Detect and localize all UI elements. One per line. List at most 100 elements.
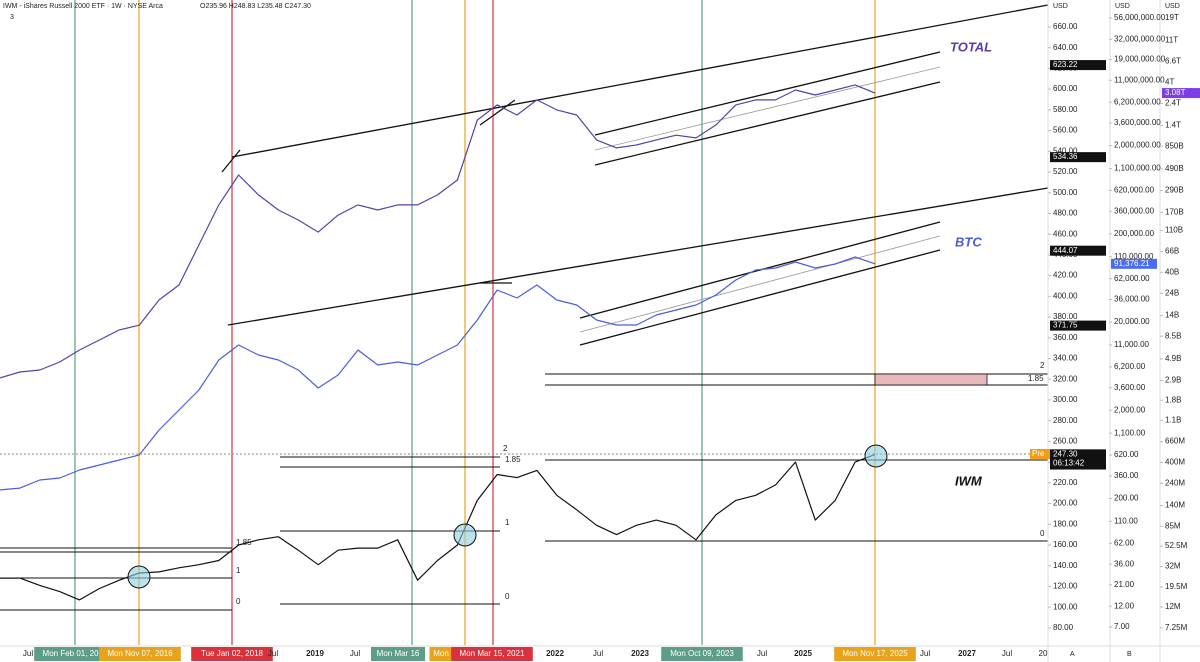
y-tick-label: 11T: [1165, 36, 1178, 45]
axis-currency: USD: [1165, 3, 1180, 10]
fib-label: 1.85: [236, 538, 252, 547]
x-tick-label: Jul: [757, 649, 767, 658]
highlight-circle: [127, 565, 151, 589]
y-tick-label: 400M: [1165, 457, 1185, 466]
highlight-circle: [453, 523, 477, 547]
x-tick-label: Mon Nov 17, 2025: [842, 649, 908, 658]
y-tick-label: 160.00: [1053, 540, 1078, 549]
y-tick-label: 12M: [1165, 602, 1181, 611]
y-tick-label: 850B: [1165, 141, 1184, 150]
y-tick-label: 1,100,000.00: [1114, 164, 1161, 173]
y-tick-label: 640.00: [1053, 43, 1078, 52]
y-tick-label: 19T: [1165, 13, 1179, 22]
y-tick-label: 4.9B: [1165, 354, 1181, 363]
y-tick-label: 36.00: [1114, 559, 1135, 568]
y-tick-label: 620,000.00: [1114, 186, 1155, 195]
y-tick-label: 7.25M: [1165, 623, 1188, 632]
price-tag-label: 91,376.21: [1114, 259, 1150, 268]
y-tick-label: 8.5B: [1165, 331, 1181, 340]
x-tick-label: 2027: [958, 649, 976, 658]
y-tick-label: 2.9B: [1165, 376, 1181, 385]
y-tick-label: 12.00: [1114, 601, 1135, 610]
x-tick-label: Mon Oct 09, 2023: [670, 649, 734, 658]
axis-currency: USD: [1115, 3, 1130, 10]
x-tick-label: Jul: [920, 649, 930, 658]
price-tag: [1050, 320, 1106, 331]
y-tick-label: 36,000.00: [1114, 295, 1150, 304]
date-highlight: [834, 647, 916, 661]
y-tick-label: 7.00: [1114, 622, 1130, 631]
y-tick-label: 21.00: [1114, 580, 1135, 589]
trendline: [479, 99, 516, 126]
x-tick-label: Mon N: [433, 649, 457, 658]
indicator-count: 3: [10, 14, 14, 21]
price-tag: [1162, 88, 1200, 99]
trendline: [594, 66, 941, 151]
axis-button[interactable]: A: [1070, 651, 1075, 658]
y-tick-label: 140M: [1165, 501, 1185, 510]
y-tick-label: 490B: [1165, 164, 1184, 173]
y-tick-label: 360.00: [1053, 333, 1078, 342]
y-tick-label: 1.1B: [1165, 416, 1181, 425]
fib-label: 1: [236, 566, 241, 575]
y-tick-label: 56,000,000.00: [1114, 13, 1166, 22]
x-tick-label: Mon Feb 01, 2016: [43, 649, 108, 658]
y-tick-label: 2,000,000.00: [1114, 141, 1161, 150]
price-tag-label: 247.30: [1053, 450, 1078, 459]
fib-label: 0: [505, 592, 510, 601]
y-tick-label: 200.00: [1053, 499, 1078, 508]
y-tick-label: 52.5M: [1165, 541, 1188, 550]
price-tag: [1050, 449, 1106, 470]
y-tick-label: 3,600,000.00: [1114, 118, 1161, 127]
y-tick-label: 520.00: [1053, 167, 1078, 176]
trendline: [594, 81, 941, 166]
y-tick-label: 6.6T: [1165, 57, 1181, 66]
y-tick-label: 100.00: [1053, 602, 1078, 611]
y-tick-label: 420.00: [1053, 271, 1078, 280]
fib-label: 0: [236, 597, 241, 606]
trendline: [227, 187, 1049, 326]
y-tick-label: 32,000,000.00: [1114, 34, 1166, 43]
y-tick-label: 110.00: [1114, 516, 1138, 525]
y-tick-label: 290B: [1165, 186, 1184, 195]
y-tick-label: 200.00: [1114, 494, 1139, 503]
y-tick-label: 32M: [1165, 562, 1181, 571]
trendline: [579, 235, 941, 333]
series-annotation: TOTAL: [950, 39, 992, 54]
price-line: [0, 256, 876, 491]
y-tick-label: 480.00: [1053, 209, 1078, 218]
y-tick-label: 600.00: [1053, 84, 1078, 93]
y-tick-label: 220.00: [1053, 478, 1078, 487]
y-tick-label: 360.00: [1114, 471, 1139, 480]
price-line: [0, 84, 876, 379]
y-tick-label: 360,000.00: [1114, 206, 1155, 215]
y-tick-label: 140.00: [1053, 561, 1078, 570]
y-tick-label: 110,000.00: [1114, 252, 1154, 261]
date-highlight: [661, 647, 743, 661]
y-tick-label: 1.8B: [1165, 395, 1181, 404]
target-zone: [874, 373, 988, 386]
y-tick-label: 300.00: [1053, 395, 1078, 404]
trendline: [231, 4, 1049, 158]
x-tick-label: Tue Jan 02, 2018: [201, 649, 264, 658]
y-tick-label: 3,600.00: [1114, 383, 1146, 392]
price-tag: [1111, 258, 1157, 269]
y-tick-label: 11,000.00: [1114, 340, 1150, 349]
y-tick-label: 6,200.00: [1114, 362, 1146, 371]
y-tick-label: 19.5M: [1165, 582, 1188, 591]
fib-label: 2: [503, 444, 508, 453]
axis-button[interactable]: B: [1127, 651, 1132, 658]
y-tick-label: 500.00: [1053, 188, 1078, 197]
y-tick-label: 540.00: [1053, 146, 1078, 155]
y-tick-label: 620.00: [1114, 450, 1139, 459]
y-tick-label: 80.00: [1053, 623, 1074, 632]
date-highlight: [451, 647, 533, 661]
y-tick-label: 14B: [1165, 311, 1179, 320]
y-tick-label: 280.00: [1053, 416, 1078, 425]
y-tick-label: 2.4T: [1165, 98, 1181, 107]
y-tick-label: 1.4T: [1165, 121, 1181, 130]
ohlc: O235.96 H248.83 L235.48 C247.30: [200, 3, 311, 10]
highlight-circle: [864, 444, 888, 468]
fib-label: 1.85: [505, 455, 521, 464]
